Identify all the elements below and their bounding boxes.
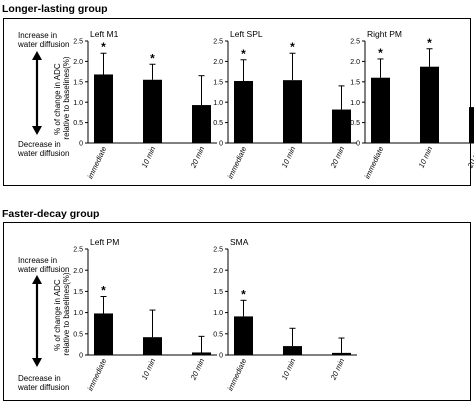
y-tick-label: 0 <box>219 141 223 148</box>
significance-star: * <box>378 46 383 60</box>
x-category-label: immediate <box>86 357 109 392</box>
chart-title: SMA <box>230 237 249 247</box>
y-tick-label: 1.0 <box>350 100 360 107</box>
x-category-label: 10 min <box>417 145 435 169</box>
significance-star: * <box>427 36 432 50</box>
vertical-arrow-bottom <box>32 275 42 367</box>
chart-title: Right PM <box>367 29 402 39</box>
y-tick-label: 0.5 <box>213 331 223 338</box>
x-category-label: 20 min <box>188 145 206 170</box>
chart-title: Left SPL <box>230 29 263 39</box>
group-title-faster-decay: Faster-decay group <box>2 208 100 220</box>
y-tick-label: 1.0 <box>213 310 223 317</box>
x-category-label: 20 min <box>188 357 206 382</box>
y-tick-label: 1.5 <box>73 79 83 86</box>
bar <box>234 80 253 143</box>
y-tick-label: 1.0 <box>73 100 83 107</box>
decrease-label-bottom: Decrease in water diffusion <box>18 374 70 392</box>
y-tick-label: 0 <box>356 141 360 148</box>
bar <box>332 109 351 143</box>
bar <box>332 352 351 355</box>
bar <box>420 66 439 143</box>
x-category-label: immediate <box>86 145 109 180</box>
x-category-label: 10 min <box>280 357 298 381</box>
y-tick-label: 1.5 <box>350 79 360 86</box>
chart-title: Left PM <box>90 237 119 247</box>
chart-title: Left M1 <box>90 29 119 39</box>
bar <box>143 337 162 355</box>
x-category-label: immediate <box>226 145 249 180</box>
bar <box>143 79 162 143</box>
y-tick-label: 2.0 <box>350 59 360 66</box>
y-tick-label: 2.5 <box>213 247 223 254</box>
bar <box>94 74 113 143</box>
y-axis-title-bottom: % of change in ADC relative to baselines… <box>53 272 71 355</box>
significance-star: * <box>150 51 155 65</box>
y-tick-label: 0.5 <box>350 120 360 127</box>
y-tick-label: 0.5 <box>73 331 83 338</box>
increase-label-bottom: Increase in water diffusion <box>18 256 70 274</box>
y-tick-label: 2.0 <box>213 59 223 66</box>
y-tick-label: 1.5 <box>73 289 83 296</box>
y-tick-label: 0.5 <box>73 120 83 127</box>
significance-star: * <box>241 287 246 301</box>
x-category-label: 20 min <box>328 357 346 382</box>
y-tick-label: 1.5 <box>213 79 223 86</box>
x-category-label: 20 min <box>328 145 346 170</box>
y-tick-label: 2.5 <box>73 247 83 254</box>
x-category-label: 10 min <box>140 357 158 381</box>
y-tick-label: 1.5 <box>213 289 223 296</box>
x-category-label: 10 min <box>140 145 158 169</box>
y-tick-label: 0 <box>79 141 83 148</box>
y-tick-label: 2.5 <box>73 39 83 46</box>
chart-panel-3: Right PM 0 0.5 1.0 1.5 2.0 2.5 * immediate * 10 mi… <box>350 29 474 180</box>
y-tick-label: 2.5 <box>350 39 360 46</box>
y-tick-label: 2.0 <box>213 268 223 275</box>
bar <box>94 313 113 355</box>
y-tick-label: 2.5 <box>213 39 223 46</box>
y-tick-label: 1.0 <box>213 100 223 107</box>
bar <box>234 316 253 355</box>
chart-panel-5: SMA 0 0.5 1.0 1.5 2.0 2.5 * immediate 10 min 20 mi… <box>213 237 357 392</box>
group-frame-longer-lasting <box>3 18 471 186</box>
significance-star: * <box>241 47 246 61</box>
y-tick-label: 0 <box>219 353 223 360</box>
significance-star: * <box>101 40 106 54</box>
bar <box>192 352 211 355</box>
bar <box>469 107 474 143</box>
increase-label-top: Increase in water diffusion <box>18 31 70 49</box>
chart-panel-1: Left M1 0 0.5 1.0 1.5 2.0 2.5 * immediate * 10 min… <box>73 29 217 180</box>
bar <box>283 80 302 143</box>
significance-star: * <box>101 283 106 297</box>
y-tick-label: 1.0 <box>73 310 83 317</box>
y-tick-label: 0 <box>79 353 83 360</box>
bar <box>371 77 390 143</box>
x-category-label: 10 min <box>280 145 298 169</box>
y-tick-label: 2.0 <box>73 268 83 275</box>
significance-star: * <box>290 40 295 54</box>
group-title-longer-lasting: Longer-lasting group <box>2 3 108 15</box>
chart-panel-4: Left PM 0 0.5 1.0 1.5 2.0 2.5 * immediate 10 min 2… <box>73 237 217 392</box>
x-category-label: immediate <box>226 357 249 392</box>
vertical-arrow-top <box>32 51 42 135</box>
y-tick-label: 0.5 <box>213 120 223 127</box>
y-tick-label: 2.0 <box>73 59 83 66</box>
y-axis-title-top: % of change in ADC relative to baselines… <box>53 56 71 139</box>
bar <box>192 105 211 143</box>
bar <box>283 346 302 355</box>
chart-panel-2: Left SPL 0 0.5 1.0 1.5 2.0 2.5 * immediate * 10 mi… <box>213 29 357 180</box>
group-frame-faster-decay <box>3 222 471 401</box>
x-category-label: immediate <box>363 145 386 180</box>
decrease-label-top: Decrease in water diffusion <box>18 140 70 158</box>
x-category-label: 20 min <box>465 145 474 170</box>
